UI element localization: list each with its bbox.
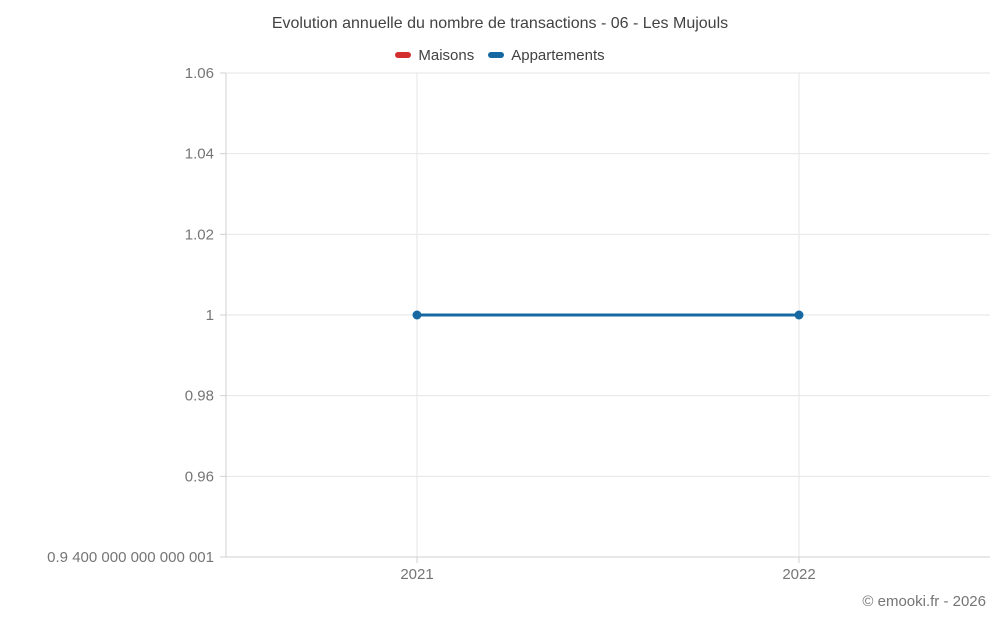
y-tick-label: 1.02 xyxy=(185,226,214,243)
appartements-swatch-icon xyxy=(488,52,505,58)
copyright: © emooki.fr - 2026 xyxy=(862,593,986,610)
x-tick-label: 2022 xyxy=(782,566,815,583)
legend-label-maisons: Maisons xyxy=(418,46,475,64)
y-tick-label: 0.9 400 000 000 000 001 xyxy=(47,549,214,566)
series-marker-appartements xyxy=(794,310,804,320)
legend-item-appartements[interactable]: Appartements xyxy=(488,46,605,64)
y-tick-label: 0.96 xyxy=(185,468,214,485)
legend: Maisons Appartements xyxy=(0,45,1000,65)
y-tick-label: 0.98 xyxy=(185,388,214,405)
legend-label-appartements: Appartements xyxy=(511,46,605,64)
legend-item-maisons[interactable]: Maisons xyxy=(395,47,474,64)
y-tick-label: 1.06 xyxy=(185,65,214,82)
y-tick-label: 1 xyxy=(206,307,214,324)
maisons-swatch-icon xyxy=(395,52,412,58)
y-tick-label: 1.04 xyxy=(185,146,214,163)
chart-title: Evolution annuelle du nombre de transact… xyxy=(271,15,729,32)
x-tick-label: 2021 xyxy=(400,566,433,583)
series-marker-appartements xyxy=(412,310,422,320)
